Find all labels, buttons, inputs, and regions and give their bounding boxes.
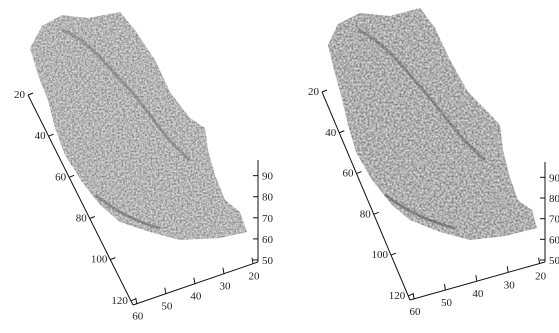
row-tick-left-5 (130, 298, 137, 302)
row-tick-right-0 (321, 89, 328, 93)
row-tick-label-left-3: 80 (76, 212, 88, 224)
col-tick-label-left-2: 40 (190, 291, 202, 303)
col-tick-left-0 (135, 297, 138, 304)
row-tick-left-2 (68, 174, 75, 178)
col-tick-left-2 (193, 277, 196, 284)
z-tick-label-left-0: 50 (262, 255, 274, 267)
z-tick-label-right-2: 70 (549, 214, 559, 226)
col-tick-label-left-1: 50 (161, 301, 173, 313)
row-tick-label-right-1: 40 (325, 127, 337, 139)
col-tick-right-0 (412, 292, 415, 299)
row-tick-right-1 (339, 130, 345, 134)
row-tick-label-right-3: 80 (360, 208, 372, 220)
surface-ridge-right-2 (384, 193, 456, 230)
row-tick-left-0 (27, 92, 34, 96)
col-tick-right-3 (506, 266, 509, 273)
z-tick-label-left-1: 60 (262, 234, 274, 246)
surface-right (328, 8, 537, 240)
row-tick-left-1 (48, 133, 54, 137)
z-tick-label-left-2: 70 (262, 213, 274, 225)
row-tick-right-2 (356, 171, 362, 175)
row-tick-label-left-2: 60 (55, 171, 67, 183)
row-axis-left (27, 94, 134, 306)
axes-left (27, 94, 259, 306)
col-tick-right-1 (443, 283, 446, 291)
z-tick-label-left-3: 80 (262, 192, 274, 204)
col-axis-right (409, 261, 546, 301)
surface-texture-left (30, 12, 247, 240)
surface-ridge-left-2 (94, 193, 161, 230)
col-tick-label-right-1: 50 (441, 297, 453, 309)
row-tick-label-right-0: 20 (308, 86, 320, 98)
col-tick-label-right-2: 40 (472, 288, 484, 300)
z-tick-label-right-4: 90 (549, 172, 559, 184)
row-axis-right (321, 91, 411, 301)
row-tick-left-3 (89, 216, 95, 219)
surface-ridge-left-1 (61, 28, 191, 162)
z-tick-label-right-3: 80 (549, 193, 559, 205)
col-tick-label-right-0: 60 (410, 306, 422, 318)
z-tick-label-right-0: 50 (549, 255, 559, 267)
row-tick-label-left-0: 20 (14, 89, 26, 101)
row-tick-label-right-5: 120 (389, 290, 406, 302)
z-tick-label-right-1: 60 (549, 234, 559, 246)
col-tick-label-left-3: 30 (219, 281, 231, 293)
row-tick-label-left-5: 120 (111, 295, 128, 307)
row-tick-label-right-2: 60 (342, 168, 354, 180)
surface-left (30, 12, 247, 240)
row-tick-right-3 (373, 211, 379, 215)
col-tick-label-right-4: 20 (535, 271, 547, 283)
row-tick-label-left-4: 100 (91, 254, 108, 266)
col-tick-right-4 (538, 257, 541, 264)
col-tick-right-2 (475, 275, 478, 282)
surface-ridge-right-1 (357, 28, 486, 162)
col-tick-left-1 (164, 287, 167, 294)
z-tick-label-left-4: 90 (262, 171, 274, 183)
surface-texture-right (328, 8, 537, 240)
col-tick-left-4 (251, 257, 254, 264)
row-tick-right-5 (408, 293, 414, 297)
row-tick-label-left-1: 40 (35, 130, 47, 142)
row-tick-left-4 (110, 257, 116, 261)
axes-right (321, 91, 546, 301)
col-tick-label-right-3: 30 (504, 279, 516, 291)
col-tick-left-3 (222, 267, 225, 274)
col-tick-label-left-0: 60 (132, 311, 144, 323)
row-tick-right-4 (390, 252, 397, 256)
row-tick-label-right-4: 100 (371, 249, 388, 261)
col-axis-left (132, 261, 259, 306)
col-tick-label-left-4: 20 (249, 271, 261, 283)
